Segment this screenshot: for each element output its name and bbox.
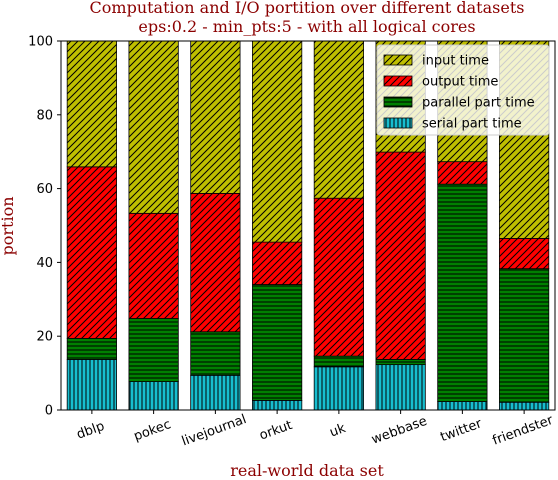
legend-item-output-time: output time: [383, 75, 498, 90]
y-axis-label: portion: [0, 196, 17, 255]
bar-dblp-parallel-part-time: [66, 338, 117, 360]
legend-swatch-hatch: [383, 75, 413, 87]
bar-twitter-parallel-part-time: [437, 183, 488, 402]
legend-item-parallel-part-time: parallel part time: [383, 96, 535, 111]
legend-item-serial-part-time: serial part time: [383, 117, 522, 132]
y-tick-label: 20: [36, 330, 53, 345]
bar-webbase-output-time: [375, 151, 426, 360]
bar-dblp-output-time: [66, 166, 117, 339]
x-tick-label-orkut: orkut: [257, 418, 294, 444]
bar-hatch: [66, 359, 117, 411]
bar-livejournal-parallel-part-time: [190, 331, 241, 376]
x-axis-ticks: dblp pokec livejournal orkut uk webbase twitte…: [75, 410, 556, 449]
legend-label: output time: [422, 75, 498, 90]
x-axis-label: real-world data set: [230, 461, 384, 480]
bar-friendster-parallel-part-time: [499, 268, 550, 403]
legend-label: parallel part time: [422, 96, 535, 111]
bar-hatch: [313, 197, 364, 357]
bar-hatch: [499, 238, 550, 270]
bar-hatch: [252, 284, 303, 401]
bar-hatch: [437, 183, 488, 402]
x-tick-label-livejournal: livejournal: [180, 412, 249, 449]
y-tick-label: 100: [28, 35, 53, 50]
bar-pokec-parallel-part-time: [128, 318, 179, 382]
legend-label: serial part time: [422, 117, 522, 132]
bar-hatch: [252, 241, 303, 285]
bar-livejournal-input-time: [190, 40, 241, 194]
bar-hatch: [66, 338, 117, 360]
bar-orkut-parallel-part-time: [252, 284, 303, 401]
bar-pokec-serial-part-time: [128, 381, 179, 411]
legend: input time output time parallel part time s…: [376, 44, 550, 136]
bar-dblp-input-time: [66, 40, 117, 168]
x-tick-label-webbase: webbase: [370, 414, 430, 448]
bar-twitter-serial-part-time: [437, 401, 488, 411]
y-tick-label: 40: [36, 256, 53, 271]
bar-hatch: [375, 364, 426, 411]
legend-swatch-hatch: [383, 54, 413, 66]
bar-hatch: [437, 401, 488, 411]
chart-title-line1: Computation and I/O portition over diffe…: [90, 0, 525, 17]
bar-hatch: [128, 381, 179, 411]
bar-livejournal-serial-part-time: [190, 374, 241, 411]
bar-webbase-parallel-part-time: [375, 359, 426, 366]
bar-hatch: [375, 151, 426, 360]
bar-hatch: [66, 166, 117, 339]
bar-twitter-output-time: [437, 161, 488, 185]
x-tick-label-friendster: friendster: [491, 413, 556, 449]
legend-box: [376, 44, 550, 136]
x-tick-label-uk: uk: [328, 421, 348, 441]
bar-hatch: [375, 359, 426, 366]
bar-uk-input-time: [313, 40, 364, 199]
bar-orkut-serial-part-time: [252, 400, 303, 411]
bar-hatch: [128, 212, 179, 319]
bar-webbase-serial-part-time: [375, 364, 426, 411]
bar-friendster-output-time: [499, 238, 550, 270]
x-tick-label-pokec: pokec: [132, 417, 173, 444]
bar-uk-serial-part-time: [313, 366, 364, 411]
bar-hatch: [128, 40, 179, 214]
x-tick-label-dblp: dblp: [75, 419, 107, 443]
bar-uk-parallel-part-time: [313, 355, 364, 368]
y-tick-label: 0: [45, 404, 53, 419]
bar-friendster-serial-part-time: [499, 401, 550, 411]
bar-hatch: [190, 374, 241, 411]
bar-hatch: [313, 355, 364, 368]
bar-hatch: [437, 161, 488, 185]
legend-item-input-time: input time: [383, 54, 489, 69]
bar-pokec-input-time: [128, 40, 179, 214]
bar-hatch: [128, 318, 179, 382]
y-tick-label: 60: [36, 182, 53, 197]
bar-hatch: [499, 401, 550, 411]
plot-frame: [60, 40, 556, 411]
bar-livejournal-output-time: [190, 192, 241, 333]
bar-orkut-output-time: [252, 241, 303, 285]
bar-hatch: [190, 331, 241, 376]
y-axis-ticks: 0 20 40 60 80 100: [28, 35, 61, 419]
x-tick-label-twitter: twitter: [438, 416, 484, 445]
chart-title-line2: eps:0.2 - min_pts:5 - with all logical c…: [138, 17, 475, 36]
bar-hatch: [66, 40, 117, 168]
bar-hatch: [313, 40, 364, 199]
bar-hatch: [252, 40, 303, 243]
legend-swatch-hatch: [383, 96, 413, 108]
bar-orkut-input-time: [252, 40, 303, 243]
bar-pokec-output-time: [128, 212, 179, 319]
bar-hatch: [190, 192, 241, 333]
y-tick-label: 80: [36, 108, 53, 123]
bar-hatch: [313, 366, 364, 411]
bar-uk-output-time: [313, 197, 364, 357]
bar-hatch: [499, 268, 550, 403]
bar-hatch: [252, 400, 303, 411]
bar-dblp-serial-part-time: [66, 359, 117, 411]
legend-label: input time: [422, 54, 489, 69]
bar-hatch: [190, 40, 241, 194]
legend-swatch-hatch: [383, 117, 413, 129]
